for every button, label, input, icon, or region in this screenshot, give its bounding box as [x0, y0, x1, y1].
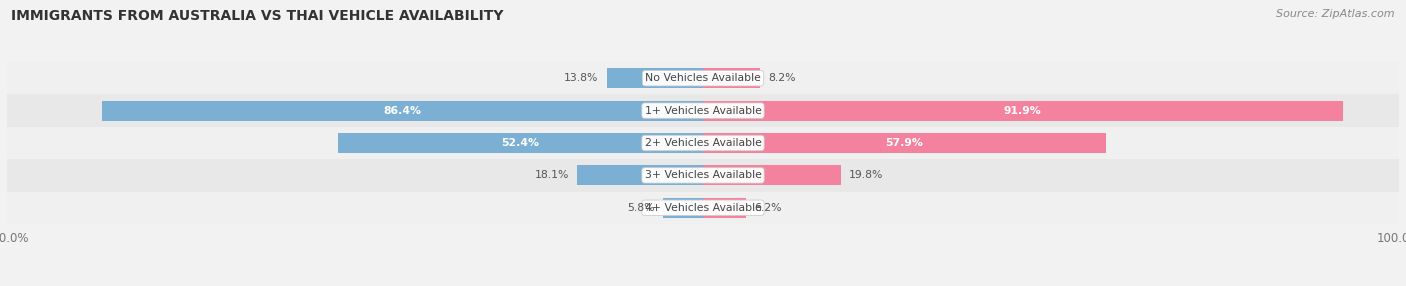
- Text: 86.4%: 86.4%: [384, 106, 422, 116]
- Bar: [576, 165, 703, 185]
- Text: 52.4%: 52.4%: [502, 138, 540, 148]
- Bar: [607, 68, 703, 88]
- Bar: [7, 159, 1399, 192]
- Text: No Vehicles Available: No Vehicles Available: [645, 73, 761, 83]
- Bar: [662, 198, 703, 218]
- Bar: [703, 101, 1343, 121]
- Bar: [101, 101, 703, 121]
- Text: 4+ Vehicles Available: 4+ Vehicles Available: [644, 203, 762, 213]
- Bar: [339, 133, 703, 153]
- Text: IMMIGRANTS FROM AUSTRALIA VS THAI VEHICLE AVAILABILITY: IMMIGRANTS FROM AUSTRALIA VS THAI VEHICL…: [11, 9, 503, 23]
- Bar: [703, 198, 747, 218]
- Text: 57.9%: 57.9%: [886, 138, 924, 148]
- Text: 13.8%: 13.8%: [564, 73, 599, 83]
- Text: 6.2%: 6.2%: [755, 203, 782, 213]
- Bar: [7, 192, 1399, 224]
- Bar: [7, 127, 1399, 159]
- Text: 5.8%: 5.8%: [627, 203, 654, 213]
- Bar: [7, 94, 1399, 127]
- Text: 1+ Vehicles Available: 1+ Vehicles Available: [644, 106, 762, 116]
- Bar: [703, 165, 841, 185]
- Text: Source: ZipAtlas.com: Source: ZipAtlas.com: [1277, 9, 1395, 19]
- Text: 19.8%: 19.8%: [849, 170, 883, 180]
- Bar: [703, 68, 761, 88]
- Bar: [7, 62, 1399, 94]
- Text: 2+ Vehicles Available: 2+ Vehicles Available: [644, 138, 762, 148]
- Text: 91.9%: 91.9%: [1004, 106, 1042, 116]
- Bar: [703, 133, 1107, 153]
- Text: 8.2%: 8.2%: [769, 73, 796, 83]
- Text: 18.1%: 18.1%: [534, 170, 568, 180]
- Text: 3+ Vehicles Available: 3+ Vehicles Available: [644, 170, 762, 180]
